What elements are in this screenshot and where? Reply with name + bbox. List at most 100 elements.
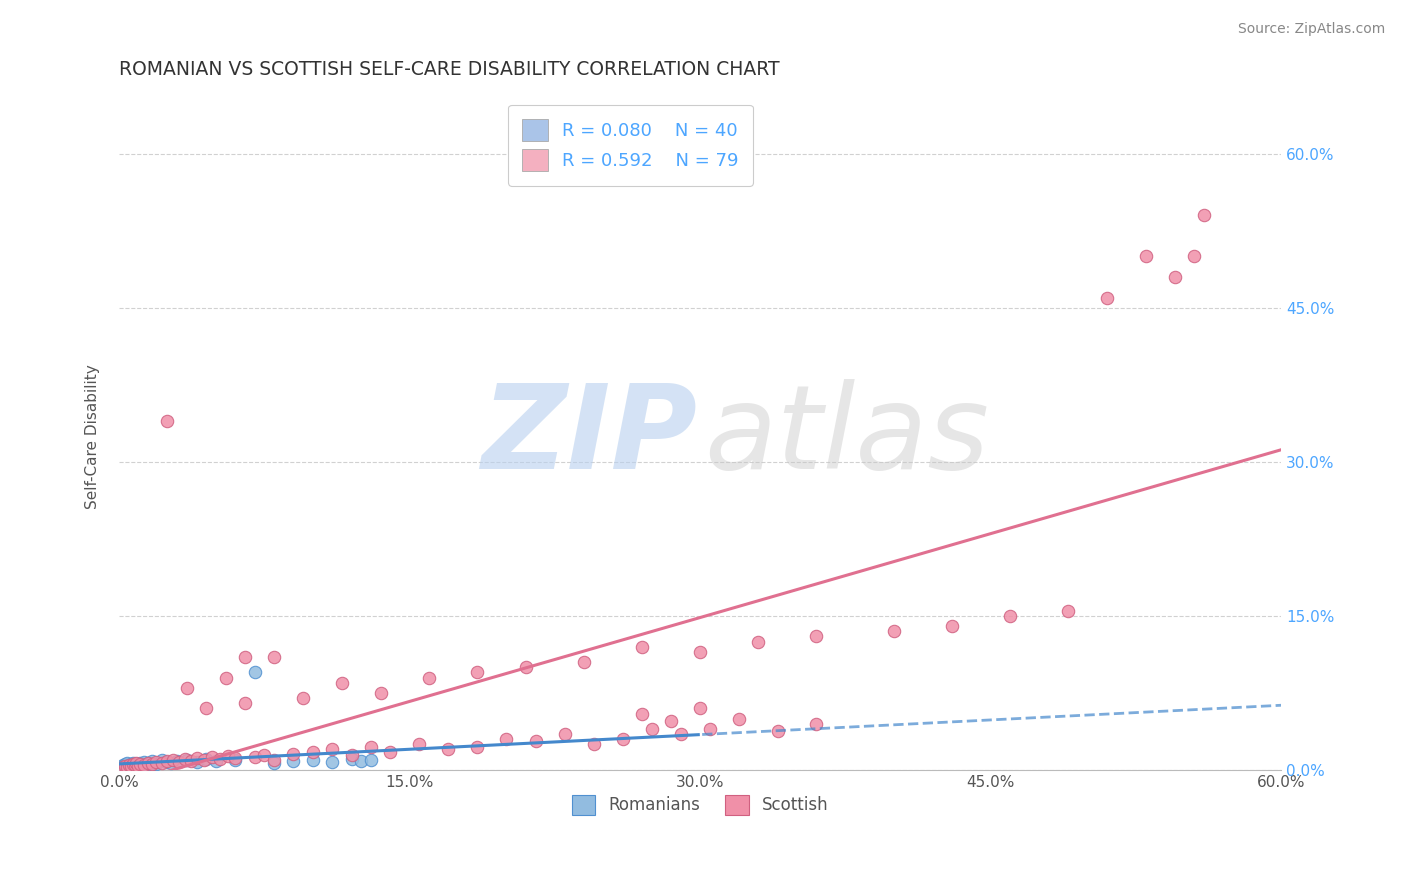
Point: [612, 732, 634, 747]
Point: [125, 756, 148, 771]
Point: [195, 752, 218, 766]
Point: [156, 414, 179, 428]
Point: [728, 712, 751, 726]
Point: [131, 756, 153, 771]
Point: [155, 755, 177, 769]
Point: [350, 754, 373, 768]
Point: [134, 757, 156, 772]
Y-axis label: Self-Care Disability: Self-Care Disability: [86, 364, 100, 508]
Point: [582, 737, 605, 751]
Text: ROMANIAN VS SCOTTISH SELF-CARE DISABILITY CORRELATION CHART: ROMANIAN VS SCOTTISH SELF-CARE DISABILIT…: [120, 60, 780, 78]
Point: [121, 757, 143, 772]
Point: [127, 757, 149, 772]
Point: [180, 754, 202, 768]
Point: [129, 756, 152, 770]
Point: [110, 760, 132, 774]
Point: [166, 754, 188, 768]
Point: [127, 759, 149, 773]
Point: [160, 756, 183, 770]
Point: [418, 671, 440, 685]
Point: [283, 754, 305, 768]
Point: [120, 759, 142, 773]
Point: [641, 722, 664, 736]
Point: [136, 756, 159, 770]
Point: [554, 727, 576, 741]
Point: [121, 756, 143, 771]
Point: [495, 732, 517, 747]
Point: [135, 757, 157, 772]
Point: [340, 752, 363, 766]
Point: [321, 755, 343, 769]
Point: [631, 640, 654, 654]
Point: [806, 716, 828, 731]
Point: [1135, 249, 1157, 263]
Point: [141, 754, 163, 768]
Point: [111, 761, 134, 775]
Point: [766, 723, 789, 738]
Point: [263, 756, 285, 770]
Point: [689, 645, 711, 659]
Point: [233, 650, 256, 665]
Point: [572, 655, 595, 669]
Point: [1192, 208, 1215, 222]
Point: [174, 752, 197, 766]
Point: [883, 624, 905, 639]
Point: [243, 749, 266, 764]
Point: [205, 754, 228, 768]
Point: [156, 754, 179, 768]
Point: [186, 755, 208, 769]
Point: [224, 753, 246, 767]
Point: [129, 756, 152, 771]
Point: [208, 752, 231, 766]
Point: [263, 753, 285, 767]
Point: [340, 747, 363, 762]
Point: [467, 665, 489, 680]
Text: Source: ZipAtlas.com: Source: ZipAtlas.com: [1237, 22, 1385, 37]
Legend: Romanians, Scottish: Romanians, Scottish: [565, 789, 835, 822]
Point: [145, 755, 167, 769]
Point: [321, 742, 343, 756]
Point: [689, 701, 711, 715]
Point: [118, 760, 141, 774]
Point: [301, 744, 323, 758]
Point: [167, 755, 190, 769]
Point: [1095, 291, 1118, 305]
Point: [263, 650, 285, 665]
Point: [120, 756, 142, 771]
Point: [124, 757, 146, 772]
Point: [150, 756, 173, 770]
Point: [114, 760, 136, 774]
Point: [370, 686, 392, 700]
Point: [114, 756, 136, 771]
Point: [150, 753, 173, 767]
Point: [115, 759, 138, 773]
Point: [360, 753, 382, 767]
Point: [136, 756, 159, 770]
Point: [380, 744, 402, 758]
Point: [1057, 604, 1080, 618]
Point: [941, 619, 963, 633]
Point: [111, 760, 134, 774]
Point: [214, 671, 236, 685]
Point: [747, 634, 769, 648]
Point: [134, 755, 156, 769]
Point: [176, 753, 198, 767]
Point: [162, 753, 184, 767]
Point: [301, 753, 323, 767]
Point: [224, 750, 246, 764]
Point: [124, 759, 146, 773]
Point: [437, 742, 460, 756]
Point: [243, 665, 266, 680]
Point: [408, 737, 430, 751]
Point: [253, 747, 276, 762]
Point: [186, 750, 208, 764]
Point: [233, 696, 256, 710]
Point: [115, 760, 138, 774]
Point: [118, 757, 141, 772]
Point: [111, 757, 134, 772]
Point: [145, 756, 167, 771]
Point: [201, 749, 224, 764]
Point: [360, 740, 382, 755]
Point: [115, 756, 138, 770]
Point: [1164, 270, 1187, 285]
